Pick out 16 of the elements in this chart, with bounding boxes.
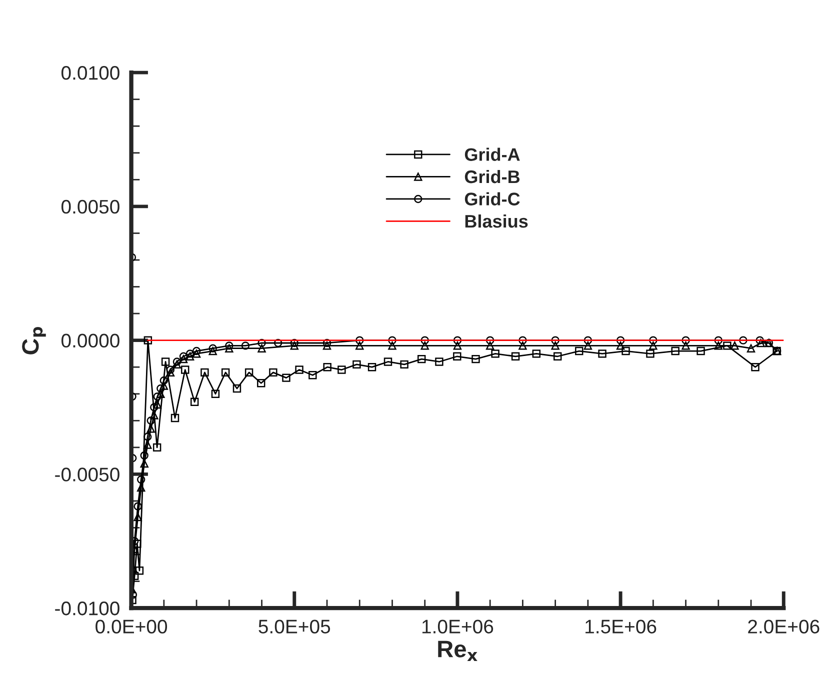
x-tick-label: 0.0E+00 (96, 620, 168, 634)
y-tick-label: 0.0000 (61, 334, 120, 348)
x-tick-label: 5.0E+05 (258, 620, 330, 634)
y-tick-label: 0.0100 (61, 66, 120, 80)
y-axis-title: C$_{p}$ (22, 326, 46, 354)
y-tick-label: 0.0050 (61, 200, 120, 214)
x-axis-title: Re$_{x}$ (438, 640, 478, 662)
legend-label: Grid-A (464, 148, 520, 161)
legend-label: Grid-C (464, 192, 520, 206)
x-tick-label: 2.0E+06 (748, 620, 820, 634)
x-tick-label: 1.5E+06 (586, 620, 656, 634)
y-tick-label: -0.0100 (55, 602, 120, 616)
legend-label: Grid-B (464, 170, 520, 184)
legend-label: Blasius (465, 214, 528, 228)
y-tick-label: -0.0050 (55, 468, 120, 482)
x-tick-label: 1.0E+06 (422, 620, 494, 634)
